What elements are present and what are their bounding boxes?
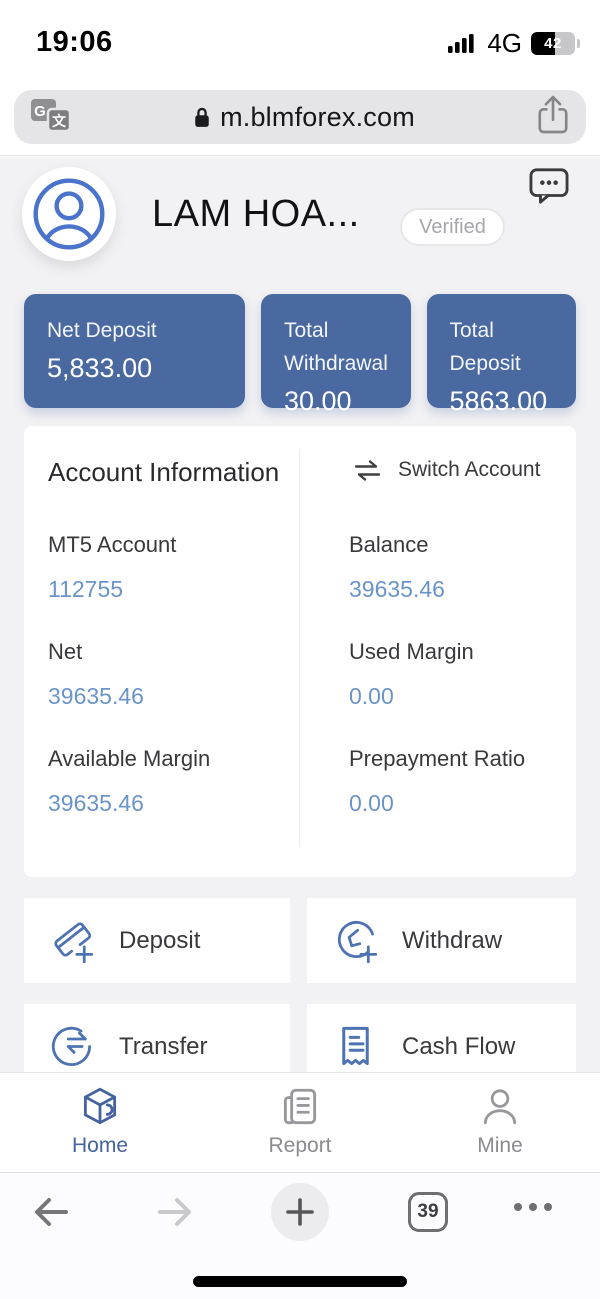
share-icon[interactable] xyxy=(536,94,570,141)
field-mt5-account: MT5 Account 112755 xyxy=(48,531,349,638)
svg-text:G: G xyxy=(34,103,46,120)
field-value: 39635.46 xyxy=(48,683,144,709)
new-tab-button[interactable] xyxy=(271,1183,329,1241)
cellular-signal-icon xyxy=(448,33,474,53)
battery-icon: 42 xyxy=(531,32,575,55)
verified-badge: Verified xyxy=(400,208,505,246)
lock-icon xyxy=(195,107,209,127)
person-icon xyxy=(483,1089,517,1125)
battery-fill xyxy=(531,32,556,55)
account-information-card: Account Information Switch Account MT5 A… xyxy=(24,426,576,877)
field-label: Balance xyxy=(349,532,429,557)
forward-button[interactable] xyxy=(152,1190,198,1239)
field-balance: Balance 39635.46 xyxy=(349,531,576,638)
nav-item-report[interactable]: Report xyxy=(200,1073,400,1172)
field-value: 0.00 xyxy=(349,790,394,816)
field-net: Net 39635.46 xyxy=(48,638,349,745)
account-holder-name: LAM HOA... xyxy=(152,193,360,235)
deposit-button[interactable]: Deposit xyxy=(24,898,290,983)
battery-cap xyxy=(577,39,580,48)
avatar[interactable] xyxy=(22,167,116,261)
quick-actions: Deposit Withdraw Transfer xyxy=(24,898,576,1089)
action-label: Cash Flow xyxy=(402,1032,516,1060)
field-label: Prepayment Ratio xyxy=(349,746,526,771)
nav-item-mine[interactable]: Mine xyxy=(400,1073,600,1172)
stat-value: 5863.00 xyxy=(449,386,548,416)
tab-count: 39 xyxy=(417,1201,439,1222)
field-label: Used Margin xyxy=(349,639,474,664)
summary-stats: Net Deposit 5,833.00 Total Withdrawal 30… xyxy=(24,294,576,416)
menu-dot xyxy=(514,1203,522,1211)
url-text: m.blmforex.com xyxy=(220,101,415,132)
menu-dot xyxy=(529,1203,537,1211)
cube-icon xyxy=(83,1087,117,1125)
switch-account-label: Switch Account xyxy=(398,458,541,481)
nav-label: Home xyxy=(71,1134,129,1157)
swap-arrows-icon xyxy=(354,459,381,481)
home-indicator[interactable] xyxy=(193,1276,407,1287)
nav-item-home[interactable]: Home xyxy=(0,1073,200,1172)
stat-value: 5,833.00 xyxy=(47,353,153,383)
nav-label: Report xyxy=(268,1134,332,1157)
browser-menu-button[interactable] xyxy=(514,1203,552,1211)
stat-label: Net Deposit xyxy=(47,319,157,342)
status-indicators: 4G 42 xyxy=(448,28,580,59)
browser-address-row: G 文 m.blmforex.com xyxy=(0,84,600,156)
menu-dot xyxy=(544,1203,552,1211)
field-value: 0.00 xyxy=(349,683,394,709)
deposit-card-icon xyxy=(54,922,94,964)
svg-text:文: 文 xyxy=(52,113,67,130)
stat-card-net-deposit[interactable]: Net Deposit 5,833.00 xyxy=(24,294,245,408)
vertical-divider xyxy=(299,450,300,846)
cash-flow-receipt-icon xyxy=(342,1026,369,1066)
transfer-icon xyxy=(51,1026,91,1066)
stat-label: Total Deposit xyxy=(449,319,521,375)
field-prepayment-ratio: Prepayment Ratio 0.00 xyxy=(349,745,576,852)
verified-badge-label: Verified xyxy=(419,215,486,238)
status-bar: 19:06 4G 42 xyxy=(0,0,600,84)
plus-icon xyxy=(286,1198,314,1226)
field-available-margin: Available Margin 39635.46 xyxy=(48,745,349,852)
field-value: 39635.46 xyxy=(48,790,144,816)
withdraw-button[interactable]: Withdraw xyxy=(307,898,576,983)
network-type-label: 4G xyxy=(487,28,522,58)
site-bottom-nav: Home Report Mine xyxy=(0,1072,600,1172)
field-label: Net xyxy=(48,639,83,664)
field-label: Available Margin xyxy=(48,746,211,771)
stat-label: Total Withdrawal xyxy=(284,319,388,375)
nav-label: Mine xyxy=(477,1134,523,1157)
action-label: Transfer xyxy=(119,1032,208,1060)
status-time: 19:06 xyxy=(36,26,113,58)
action-label: Deposit xyxy=(119,926,201,954)
section-title: Account Information xyxy=(48,457,280,487)
stat-card-total-withdrawal[interactable]: Total Withdrawal 30.00 xyxy=(261,294,411,416)
field-label: MT5 Account xyxy=(48,532,177,557)
field-value: 39635.46 xyxy=(349,576,445,602)
translate-icon[interactable]: G 文 xyxy=(30,96,72,139)
chat-bubble-icon[interactable] xyxy=(528,167,570,205)
back-button[interactable] xyxy=(28,1190,74,1239)
report-icon xyxy=(283,1088,317,1125)
field-used-margin: Used Margin 0.00 xyxy=(349,638,576,745)
tab-counter-button[interactable]: 39 xyxy=(408,1192,448,1232)
stat-value: 30.00 xyxy=(284,386,352,416)
address-bar[interactable]: G 文 m.blmforex.com xyxy=(14,90,586,144)
battery-percent: 42 xyxy=(544,35,562,52)
stat-card-total-deposit[interactable]: Total Deposit 5863.00 xyxy=(426,294,576,416)
withdraw-icon xyxy=(337,921,378,964)
webpage-content: LAM HOA... Verified Net Deposit 5,833.00… xyxy=(0,157,600,1172)
url-display[interactable]: m.blmforex.com xyxy=(72,102,536,133)
field-value: 112755 xyxy=(48,576,124,602)
action-label: Withdraw xyxy=(402,926,503,954)
account-fields: MT5 Account 112755 Balance 39635.46 Net … xyxy=(48,531,576,852)
switch-account-button[interactable]: Switch Account xyxy=(352,458,540,482)
